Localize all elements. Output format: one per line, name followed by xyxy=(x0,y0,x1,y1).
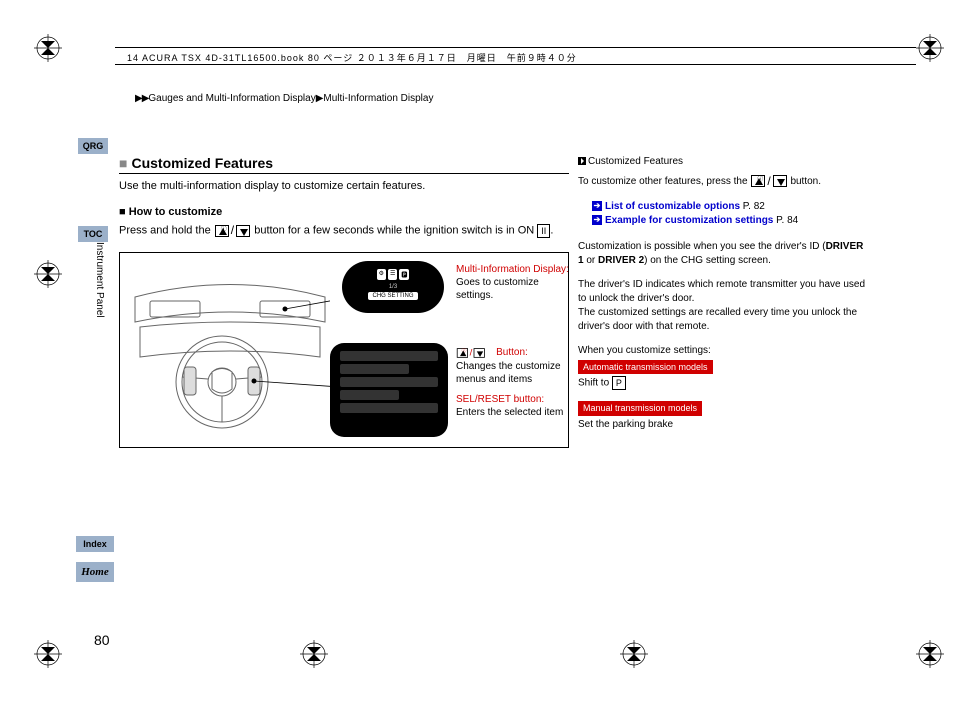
shift-position-icon: P xyxy=(612,376,626,390)
annotation-title: ⓘ/ Button: xyxy=(456,347,528,358)
sidebar-nav: QRG TOC xyxy=(78,138,112,248)
breadcrumb-path: Multi-Information Display xyxy=(323,93,433,104)
header-rule xyxy=(115,47,916,48)
dashboard-illustration xyxy=(130,267,330,437)
annotation-title: SEL/RESET button: xyxy=(456,394,544,405)
crop-mark-icon xyxy=(620,640,648,668)
side-paragraph: Customization is possible when you see t… xyxy=(578,240,870,268)
side-paragraph: To customize other features, press the ⓘ… xyxy=(578,173,870,190)
crop-mark-icon xyxy=(34,34,62,62)
section-title-text: Customized Features xyxy=(131,155,273,171)
annotation-body: Changes the customize menus and items xyxy=(456,361,561,385)
page-number: 80 xyxy=(94,632,110,648)
square-bullet-icon: ■ xyxy=(119,155,127,171)
text: . xyxy=(550,225,553,237)
transmission-tag-auto: Automatic transmission models xyxy=(578,360,713,375)
ignition-position-icon: II xyxy=(537,224,550,238)
buttons-callout-bubble xyxy=(330,343,448,437)
side-heading-text: Customized Features xyxy=(588,156,683,167)
display-callout-bubble: ⚙☰🅿 1/3 CHG SETTING xyxy=(342,261,444,313)
annotation-mid: Multi-Information Display: Goes to custo… xyxy=(456,263,576,302)
diagram-panel: ⚙☰🅿 1/3 CHG SETTING Multi-Information Di… xyxy=(119,252,569,448)
link-arrow-icon: ➔ xyxy=(592,215,602,225)
nav-qrg-button[interactable]: QRG xyxy=(78,138,108,154)
side-column: Customized Features To customize other f… xyxy=(578,155,870,442)
header-meta: 14 ACURA TSX 4D-31TL16500.book 80 ページ ２０… xyxy=(127,51,577,64)
transmission-tag-manual: Manual transmission models xyxy=(578,401,702,416)
link-arrow-icon: ➔ xyxy=(592,201,602,211)
subheading: How to customize xyxy=(119,206,569,218)
annotation-selreset: SEL/RESET button: Enters the selected it… xyxy=(456,393,576,419)
crop-mark-icon xyxy=(34,260,62,288)
link-customizable-options[interactable]: ➔List of customizable options P. 82 xyxy=(592,200,870,214)
side-paragraph: The driver's ID indicates which remote t… xyxy=(578,278,870,334)
side-text: Shift to P xyxy=(578,376,870,391)
intro-text: Use the multi-information display to cus… xyxy=(119,180,569,192)
nav-home-button[interactable]: Home xyxy=(76,562,114,582)
annotation-button: ⓘ/ Button: Changes the customize menus a… xyxy=(456,345,576,387)
side-paragraph: When you customize settings: xyxy=(578,344,870,358)
instruction-text: Press and hold the ⓘ/ button for a few s… xyxy=(119,222,569,240)
crop-mark-icon xyxy=(300,640,328,668)
up-down-button-icon: ⓘ/ xyxy=(214,222,251,240)
section-title: ■Customized Features xyxy=(119,155,569,174)
link-customization-example[interactable]: ➔Example for customization settings P. 8… xyxy=(592,214,870,228)
nav-toc-button[interactable]: TOC xyxy=(78,226,108,242)
side-heading-icon xyxy=(578,157,586,165)
side-heading: Customized Features xyxy=(578,155,870,169)
crop-mark-icon xyxy=(916,640,944,668)
up-down-button-icon: ⓘ/ xyxy=(750,173,787,190)
sidebar-nav-lower: Index Home xyxy=(76,536,114,588)
section-vertical-label: Instrument Panel xyxy=(94,242,105,318)
chg-setting-label: CHG SETTING xyxy=(368,292,417,300)
annotation-body: Enters the selected item xyxy=(456,407,563,418)
main-column: ■Customized Features Use the multi-infor… xyxy=(119,155,569,448)
text: Press and hold the xyxy=(119,225,214,237)
crop-mark-icon xyxy=(34,640,62,668)
annotation-body: Goes to customize settings. xyxy=(456,277,539,301)
header-rule xyxy=(115,64,916,65)
text: button for a few seconds while the ignit… xyxy=(254,225,537,237)
crop-mark-icon xyxy=(916,34,944,62)
nav-index-button[interactable]: Index xyxy=(76,536,114,552)
breadcrumb: ▶▶Gauges and Multi-Information Display▶M… xyxy=(135,93,433,104)
breadcrumb-arrows: ▶▶ xyxy=(135,93,148,104)
annotation-title: Multi-Information Display: xyxy=(456,264,569,275)
breadcrumb-path: Gauges and Multi-Information Display xyxy=(148,93,315,104)
side-text: Set the parking brake xyxy=(578,418,870,432)
